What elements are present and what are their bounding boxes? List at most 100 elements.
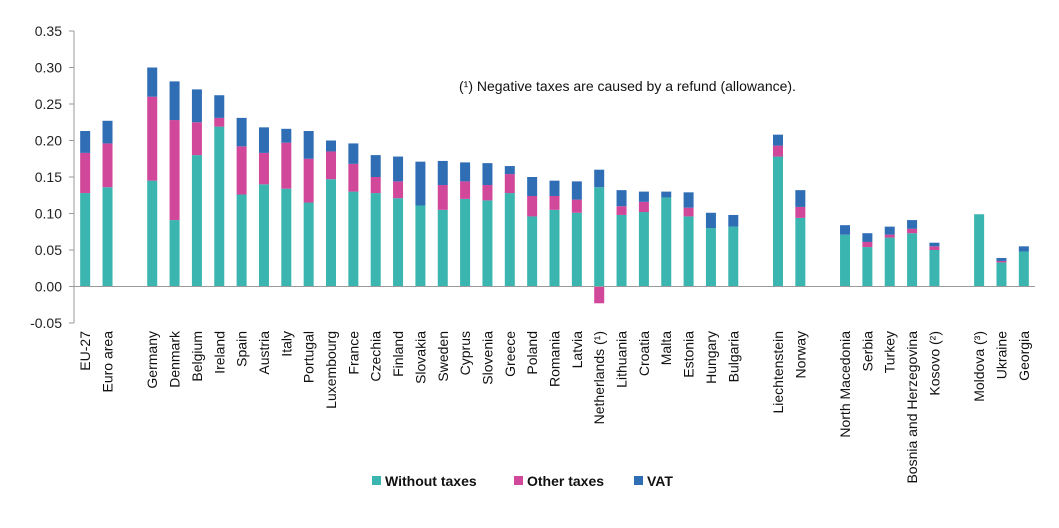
bar-segment — [996, 260, 1007, 263]
bar-segment — [996, 262, 1007, 287]
y-axis: -0.05 0.00 0.05 0.10 0.15 0.20 0.25 0.30 0.35 — [30, 23, 75, 331]
bar-segment — [661, 197, 672, 287]
bar-segment — [772, 156, 783, 287]
bar-segment — [862, 233, 873, 242]
bar-segment — [214, 117, 225, 127]
x-category-label: Austria — [256, 331, 272, 375]
legend-label: Without taxes — [385, 473, 477, 489]
bar-segment — [571, 212, 582, 287]
bar-segment — [303, 131, 314, 159]
bar-segment — [974, 214, 985, 287]
bar-segment — [482, 185, 493, 201]
legend-label: VAT — [647, 473, 673, 489]
x-category-label: North Macedonia — [837, 331, 853, 438]
x-category-label: Italy — [278, 331, 294, 357]
bar-segment — [571, 181, 582, 200]
x-category-label: Hungary — [703, 331, 719, 384]
x-category-label: Bulgaria — [725, 331, 741, 383]
bar-segment — [482, 163, 493, 186]
bar-segment — [415, 161, 426, 206]
bar-segment — [348, 143, 359, 164]
bar-segment — [549, 195, 560, 210]
bar-segment — [258, 127, 269, 153]
bar-segment — [1018, 246, 1029, 252]
bar-segment — [393, 181, 404, 199]
bar-segment — [594, 169, 605, 188]
bar-segment — [258, 152, 269, 185]
bar-segment — [214, 126, 225, 287]
x-category-label: Liechtenstein — [770, 331, 786, 414]
bar-segment — [772, 145, 783, 157]
bar-segment — [393, 156, 404, 182]
bar-segment — [884, 237, 895, 287]
x-category-label: Moldova (³) — [971, 331, 987, 402]
bar-segment — [527, 195, 538, 217]
x-category-label: Georgia — [1016, 331, 1032, 381]
bar-segment — [169, 220, 180, 287]
bar-segment — [348, 191, 359, 287]
x-category-label: Bosnia and Herzegovina — [904, 331, 920, 484]
x-category-label: Malta — [658, 331, 674, 365]
x-category-label: Cyprus — [457, 331, 473, 375]
bars — [80, 67, 1029, 304]
x-category-label: EU-27 — [77, 331, 93, 371]
x-category-label: Estonia — [681, 331, 697, 378]
bar-segment — [504, 166, 515, 175]
bar-segment — [594, 187, 605, 287]
bar-segment — [661, 191, 672, 198]
bar-segment — [437, 160, 448, 186]
bar-segment — [527, 216, 538, 287]
bar-segment — [191, 89, 202, 123]
bar-segment — [437, 209, 448, 287]
bar-segment — [728, 226, 739, 287]
bar-segment — [370, 193, 381, 287]
bar-segment — [370, 155, 381, 177]
bar-segment — [326, 179, 337, 287]
x-category-label: Lithuania — [614, 331, 630, 388]
bar-segment — [795, 217, 806, 287]
bar-segment — [236, 194, 247, 287]
bar-segment — [191, 122, 202, 156]
bar-segment — [437, 185, 448, 210]
bar-segment — [862, 241, 873, 248]
bar-segment — [147, 67, 158, 97]
bar-segment — [549, 209, 560, 287]
x-category-label: Spain — [234, 331, 250, 367]
x-category-label: Serbia — [859, 331, 875, 372]
bar-segment — [415, 205, 426, 287]
bar-segment — [571, 199, 582, 213]
x-category-label: Greece — [502, 331, 518, 377]
x-category-label: Kosovo (²) — [926, 331, 942, 396]
bar-segment — [683, 192, 694, 208]
bar-segment — [236, 117, 247, 147]
y-tick-label: 0.10 — [35, 206, 62, 222]
bar-segment — [907, 233, 918, 287]
bar-segment — [549, 180, 560, 196]
bar-segment — [504, 193, 515, 287]
x-category-label: Croatia — [636, 331, 652, 376]
bar-segment — [929, 250, 940, 287]
bar-segment — [929, 246, 940, 250]
x-category-label: Latvia — [569, 331, 585, 369]
bar-segment — [1018, 251, 1029, 287]
bar-segment — [795, 206, 806, 218]
x-category-label: Slovenia — [479, 331, 495, 385]
bar-segment — [191, 155, 202, 287]
bar-segment — [303, 158, 314, 203]
x-category-label: Czechia — [368, 331, 384, 382]
chart-note: (¹) Negative taxes are caused by a refun… — [459, 78, 796, 94]
y-tick-label: 0.35 — [35, 23, 62, 39]
y-tick-label: 0.30 — [35, 60, 62, 76]
bar-segment — [393, 198, 404, 287]
bar-segment — [303, 202, 314, 287]
bar-segment — [616, 190, 627, 207]
x-category-label: France — [345, 331, 361, 375]
bar-segment — [326, 140, 337, 152]
bar-segment — [862, 247, 873, 287]
x-category-label: Denmark — [167, 330, 183, 388]
bar-segment — [884, 234, 895, 238]
x-category-label: Ukraine — [993, 331, 1009, 379]
bar-segment — [460, 162, 471, 182]
